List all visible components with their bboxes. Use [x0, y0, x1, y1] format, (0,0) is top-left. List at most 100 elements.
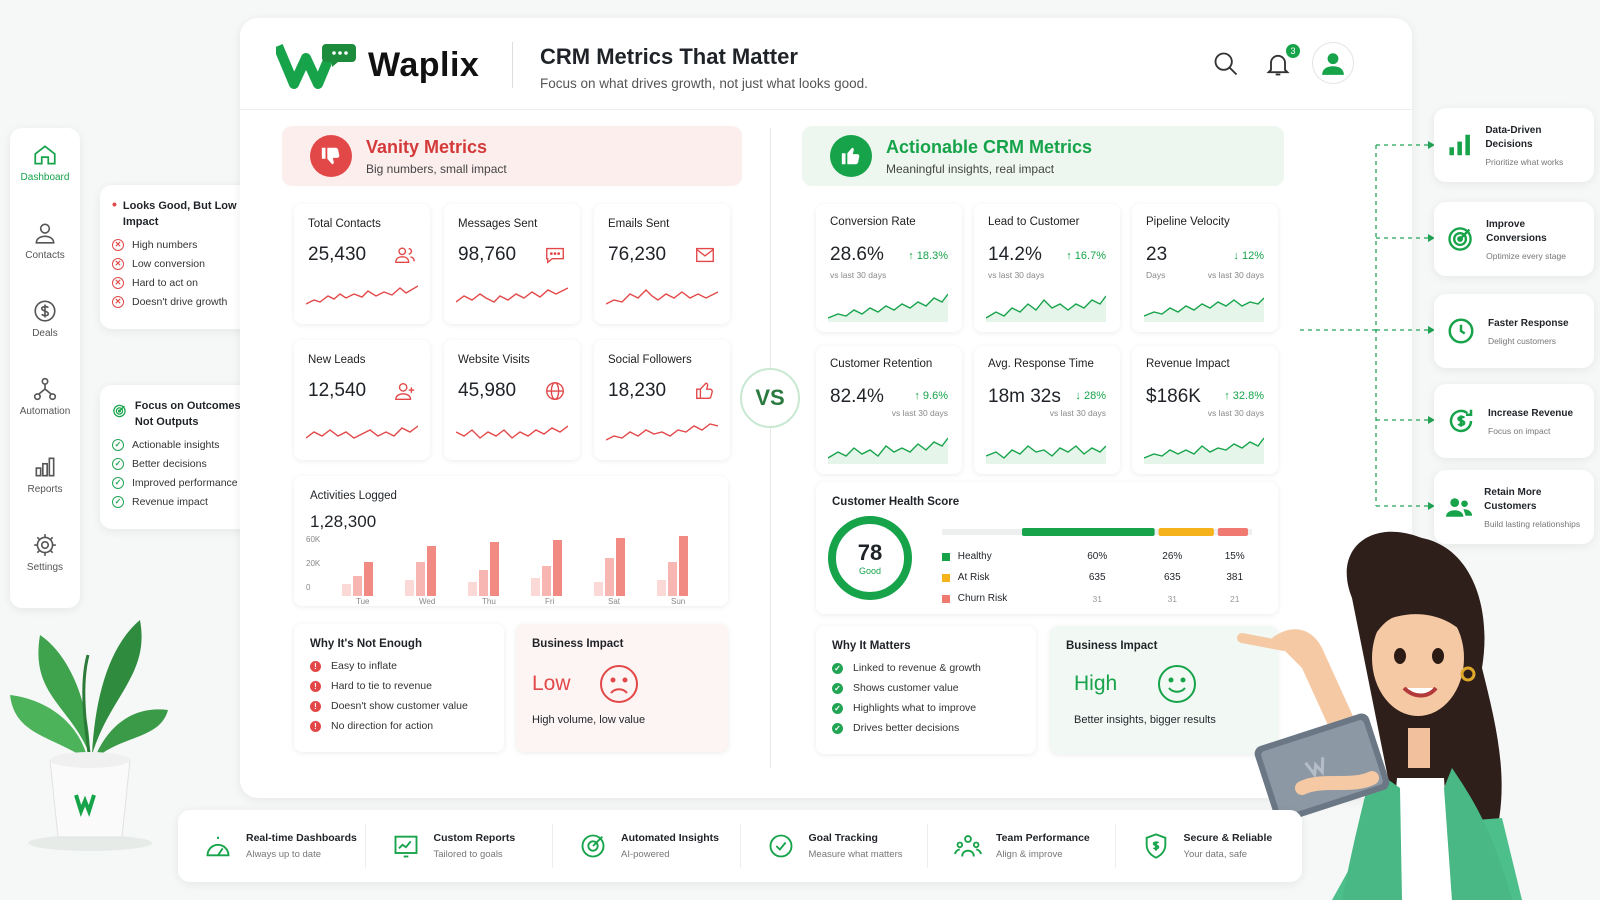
- sparkline: [828, 437, 948, 464]
- outcome-note-item: ✓ Actionable insights: [112, 438, 244, 451]
- x-tick-label: Sat: [608, 597, 621, 604]
- impact-title: Business Impact: [1066, 640, 1158, 652]
- feature-item[interactable]: Custom Reports Tailored to goals: [366, 824, 553, 868]
- metric-change: ↑ 9.6%: [914, 390, 948, 402]
- feature-title: Goal Tracking: [808, 832, 878, 844]
- metric-card-messages-sent[interactable]: Messages Sent 98,760: [444, 204, 580, 324]
- activity-bar: [605, 558, 614, 596]
- sad-face-icon: [599, 665, 638, 703]
- nav-label: Dashboard: [20, 172, 70, 183]
- feature-item[interactable]: Secure & Reliable Your data, safe: [1116, 824, 1303, 868]
- nav-item-reports[interactable]: Reports: [10, 454, 80, 532]
- page-title: CRM Metrics That Matter: [540, 44, 798, 69]
- metric-change: ↑ 32.8%: [1224, 390, 1264, 402]
- feature-sub: Align & improve: [996, 849, 1063, 860]
- vanity-note-item: ✕ Doesn't drive growth: [112, 295, 244, 308]
- metric-card-revenue-impact[interactable]: Revenue Impact $186K ↑ 32.8% vs last 30 …: [1132, 346, 1278, 474]
- activities-card[interactable]: Activities Logged 1,28,300 60K 20K 0 Tue Wed…: [294, 476, 728, 606]
- metric-card-avg-response-time[interactable]: Avg. Response Time 18m 32s ↓ 28% vs last…: [974, 346, 1120, 474]
- notifications-button[interactable]: 3: [1264, 44, 1300, 82]
- metric-sub: vs last 30 days: [830, 270, 887, 280]
- nav-item-deals[interactable]: Deals: [10, 298, 80, 376]
- benefit-card-conversions[interactable]: Improve Conversions Optimize every stage: [1434, 202, 1594, 276]
- metric-sub: vs last 30 days: [1049, 408, 1106, 418]
- vs-badge: VS: [740, 368, 800, 428]
- metric-card-social-followers[interactable]: Social Followers 18,230: [594, 340, 730, 460]
- metric-sub: vs last 30 days: [988, 270, 1045, 280]
- legend-swatch: [942, 573, 950, 582]
- nav-label: Contacts: [25, 250, 65, 261]
- x-circle-icon: ✕: [112, 295, 124, 308]
- health-row: Churn Risk 31 31 21: [942, 588, 1262, 609]
- feature-item[interactable]: Automated Insights AI-powered: [553, 824, 741, 868]
- activity-bar: [416, 562, 425, 596]
- nav-item-automation[interactable]: Automation: [10, 376, 80, 454]
- benefit-card-revenue[interactable]: Increase Revenue Focus on impact: [1434, 384, 1594, 458]
- x-tick-label: Tue: [356, 597, 370, 604]
- metric-card-emails-sent[interactable]: Emails Sent 76,230: [594, 204, 730, 324]
- metric-value: 82.4%: [830, 386, 884, 407]
- activity-bar: [594, 582, 603, 596]
- metric-value: 23: [1146, 244, 1168, 265]
- metric-label: Lead to Customer: [988, 216, 1080, 228]
- outcome-note: Focus on Outcomes, Not Outputs ✓ Actionab…: [100, 385, 256, 529]
- metric-label: Pipeline Velocity: [1146, 216, 1230, 228]
- benefit-sub: Focus on impact: [1488, 425, 1551, 436]
- brand-name: Waplix: [368, 45, 480, 84]
- nav-item-dashboard[interactable]: Dashboard: [10, 142, 80, 220]
- activity-bar: [657, 580, 666, 596]
- vanity-note-item: ✕ Low conversion: [112, 257, 244, 270]
- avatar[interactable]: [1312, 42, 1354, 84]
- sparkline: [606, 289, 718, 305]
- why-not-enough-item: ! Hard to tie to revenue: [310, 680, 488, 692]
- metric-card-customer-retention[interactable]: Customer Retention 82.4% ↑ 9.6% vs last …: [816, 346, 962, 474]
- customer-health-card[interactable]: Customer Health Score 78 Good Healthy 60…: [816, 482, 1278, 614]
- outcome-note-title: Focus on Outcomes, Not Outputs: [134, 400, 244, 428]
- metric-label: Customer Retention: [830, 358, 933, 370]
- impact-level: High: [1074, 672, 1118, 695]
- impact-caption: High volume, low value: [532, 714, 646, 726]
- brand[interactable]: Waplix: [276, 40, 479, 90]
- outcome-note-item: ✓ Improved performance: [112, 476, 244, 489]
- nav-item-contacts[interactable]: Contacts: [10, 220, 80, 298]
- search-button[interactable]: [1212, 50, 1244, 82]
- feature-item[interactable]: Real-time Dashboards Always up to date: [178, 824, 366, 868]
- activities-label: Activities Logged: [310, 490, 397, 502]
- activities-value: 1,28,300: [310, 512, 377, 531]
- benefit-card-response[interactable]: Faster Response Delight customers: [1434, 294, 1594, 368]
- sparkline: [828, 293, 948, 322]
- alert-icon: !: [310, 680, 321, 692]
- metric-label: Total Contacts: [308, 218, 381, 230]
- nav-item-settings[interactable]: Settings: [10, 532, 80, 610]
- why-not-enough-item: ! Doesn't show customer value: [310, 700, 488, 712]
- health-distribution-bar: [942, 528, 1252, 536]
- activity-bar: [679, 536, 688, 596]
- health-bar-segment: [1022, 528, 1155, 536]
- feature-item[interactable]: Goal Tracking Measure what matters: [741, 824, 928, 868]
- metric-sub: Days: [1146, 270, 1166, 280]
- benefit-card-retain[interactable]: Retain More Customers Build lasting relat…: [1434, 470, 1594, 544]
- feature-title: Secure & Reliable: [1183, 832, 1273, 844]
- metric-value: $186K: [1146, 386, 1201, 407]
- health-bar-segment: [1217, 528, 1248, 536]
- benefit-title: Improve Conversions: [1486, 218, 1547, 244]
- metric-value: 28.6%: [830, 244, 884, 265]
- feature-title: Real-time Dashboards: [246, 832, 357, 844]
- health-table: Healthy 60% 26% 15% At Risk 635 635 381 …: [942, 546, 1262, 609]
- metric-card-new-leads[interactable]: New Leads 12,540: [294, 340, 430, 460]
- feature-footer: Real-time Dashboards Always up to date Cu…: [178, 810, 1302, 882]
- sparkline: [456, 287, 568, 303]
- feature-title: Automated Insights: [621, 832, 720, 844]
- x-tick-label: Fri: [545, 597, 555, 604]
- benefit-card-data-driven[interactable]: Data-Driven Decisions Prioritize what wor…: [1434, 108, 1594, 182]
- check-icon: ✓: [832, 662, 843, 674]
- section-divider: [770, 128, 771, 768]
- metric-card-conversion-rate[interactable]: Conversion Rate 28.6% ↑ 18.3% vs last 30…: [816, 204, 962, 332]
- feature-item[interactable]: Team Performance Align & improve: [928, 824, 1116, 868]
- metric-card-total-contacts[interactable]: Total Contacts 25,430: [294, 204, 430, 324]
- metric-card-lead-to-customer[interactable]: Lead to Customer 14.2% ↑ 16.7% vs last 3…: [974, 204, 1120, 332]
- benefit-title: Faster Response: [1488, 317, 1569, 329]
- metric-card-pipeline-velocity[interactable]: Pipeline Velocity 23 ↓ 12% Days vs last …: [1132, 204, 1278, 332]
- metric-card-website-visits[interactable]: Website Visits 45,980: [444, 340, 580, 460]
- header-divider: [512, 42, 513, 88]
